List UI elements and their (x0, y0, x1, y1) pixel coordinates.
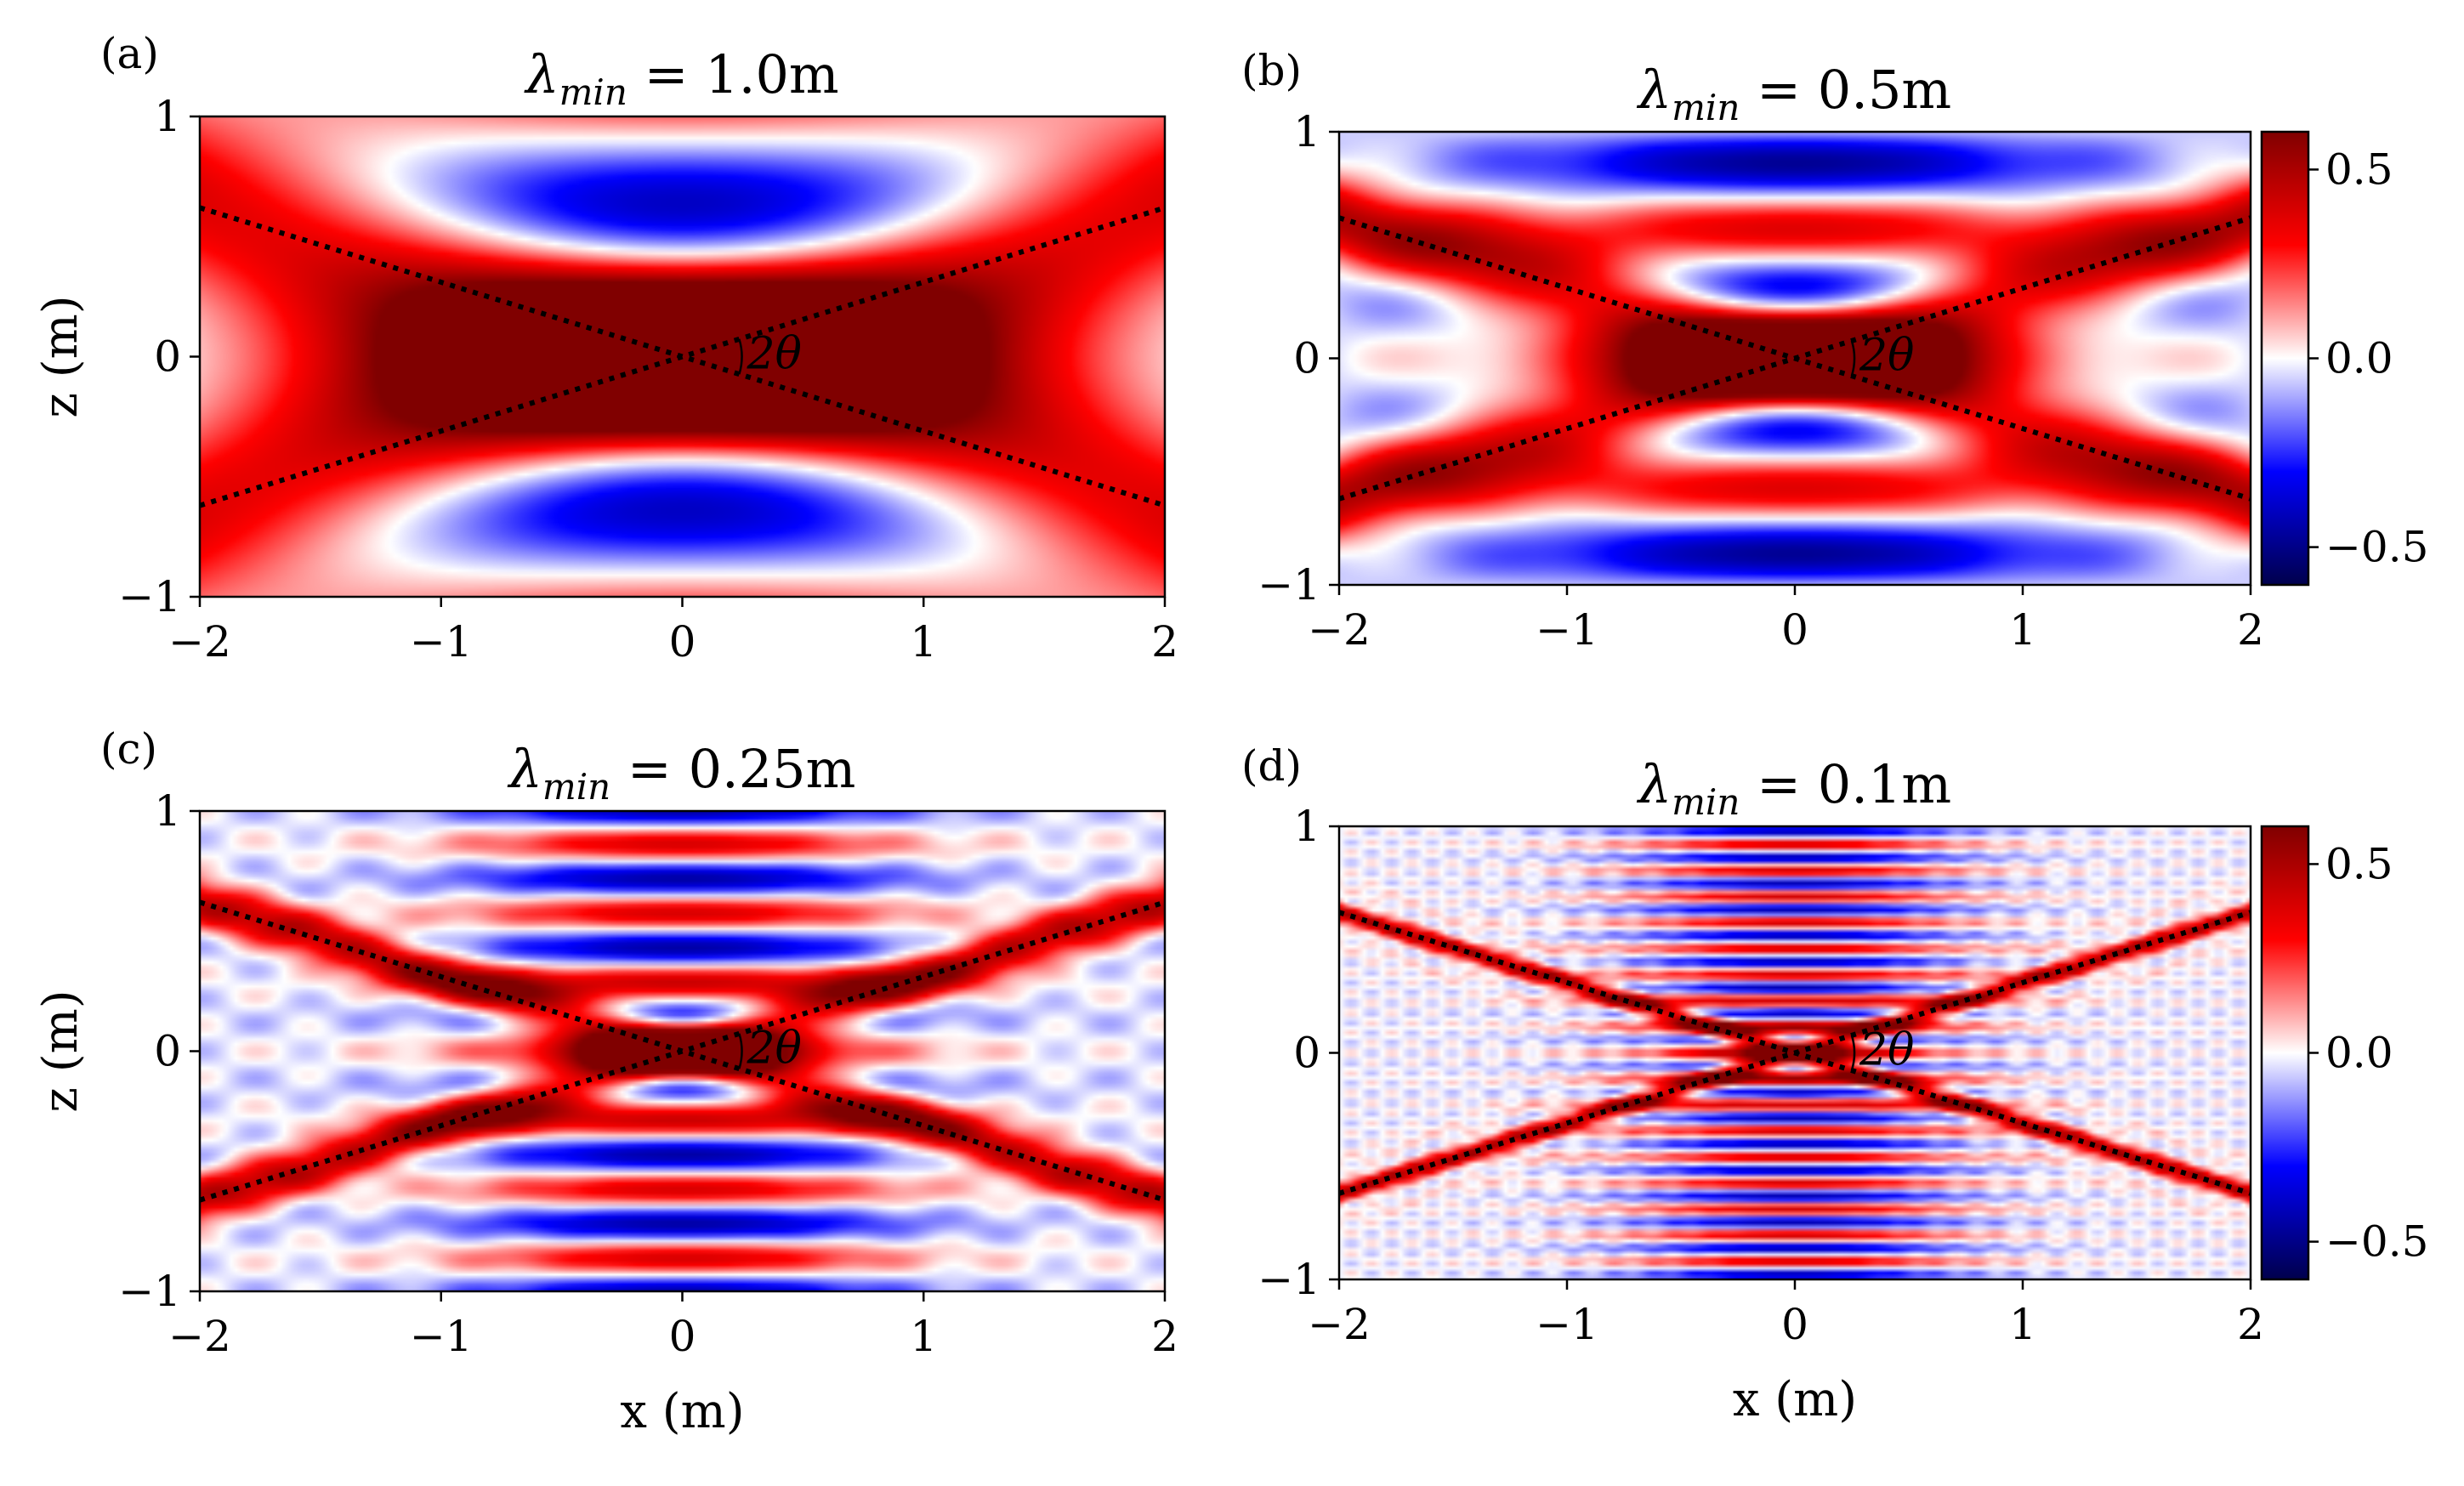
panel-title: λmin = 0.1m (1636, 753, 1951, 823)
x-tick-label: −1 (410, 1312, 473, 1361)
dotted-line-falling (1338, 910, 2251, 1196)
x-tick-label: −2 (168, 617, 231, 666)
y-axis-label: z (m) (33, 990, 88, 1112)
angle-arc (1850, 340, 1856, 377)
panel-tag: (d) (1241, 741, 1302, 791)
panel-tag: (a) (100, 29, 159, 78)
angle-label: 2θ (1859, 331, 1914, 382)
y-tick-label: 1 (1293, 107, 1320, 156)
x-tick-label: −1 (410, 617, 473, 666)
panel-title: λmin = 0.25m (507, 738, 856, 808)
x-tick-label: 0 (1781, 1300, 1808, 1349)
panel-tag: (b) (1241, 46, 1302, 95)
x-tick-label: 2 (2237, 1300, 2264, 1349)
angle-label: 2θ (1859, 1025, 1914, 1076)
dotted-line-falling (199, 205, 1166, 508)
x-axis-label: x (m) (620, 1384, 744, 1439)
x-tick-label: −1 (1536, 605, 1598, 655)
colorbar: −0.5 0.0 0.5 (2260, 130, 2428, 587)
x-tick-label: 0 (669, 1312, 696, 1361)
angle-arc (738, 1033, 743, 1069)
colorbar-tick-label: −0.5 (2325, 523, 2428, 572)
x-tick-label: 1 (910, 1312, 937, 1361)
y-axis-label: z (m) (33, 295, 88, 417)
colorbar-tick-label: 0.0 (2325, 1029, 2393, 1078)
x-tick-label: 2 (1151, 1312, 1178, 1361)
x-axis-label: x (m) (1733, 1372, 1857, 1427)
angle-arc (1850, 1035, 1856, 1071)
y-tick-label: 1 (154, 92, 181, 141)
colorbar-tick-label: 0.0 (2325, 334, 2393, 383)
angle-label: 2θ (747, 1024, 802, 1075)
y-tick-label: −1 (118, 1267, 181, 1316)
y-tick-label: 0 (1293, 1029, 1320, 1078)
y-tick-label: −1 (1258, 560, 1320, 610)
x-tick-label: 1 (2009, 1300, 2036, 1349)
y-tick-label: −1 (118, 572, 181, 621)
colorbar-gradient (2260, 825, 2310, 1281)
x-tick-label: −1 (1536, 1300, 1598, 1349)
y-tick-label: 1 (1293, 802, 1320, 851)
angle-label: 2θ (747, 329, 802, 380)
x-tick-label: 0 (1781, 605, 1808, 655)
colorbar: −0.5 0.0 0.5 (2260, 825, 2428, 1281)
x-tick-label: 1 (910, 617, 937, 666)
colorbar-tick-label: −0.5 (2325, 1217, 2428, 1267)
x-tick-label: 1 (2009, 605, 2036, 655)
y-tick-label: −1 (1258, 1255, 1320, 1304)
dotted-line-falling (199, 899, 1166, 1203)
panel-tag: (c) (100, 724, 157, 774)
panel-title: λmin = 1.0m (523, 43, 838, 113)
x-tick-label: −2 (1308, 1300, 1371, 1349)
dotted-line-falling (1338, 215, 2251, 502)
x-tick-label: −2 (1308, 605, 1371, 655)
x-tick-label: 2 (2237, 605, 2264, 655)
x-tick-label: −2 (168, 1312, 231, 1361)
y-tick-label: 1 (154, 786, 181, 836)
x-tick-label: 0 (669, 617, 696, 666)
y-tick-label: 0 (154, 1027, 181, 1076)
y-tick-label: 0 (1293, 334, 1320, 383)
colorbar-gradient (2260, 130, 2310, 587)
panel-title: λmin = 0.5m (1636, 59, 1951, 128)
x-tick-label: 2 (1151, 617, 1178, 666)
colorbar-tick-label: 0.5 (2325, 145, 2393, 194)
angle-arc (738, 338, 743, 375)
colorbar-tick-label: 0.5 (2325, 839, 2393, 888)
y-tick-label: 0 (154, 332, 181, 382)
